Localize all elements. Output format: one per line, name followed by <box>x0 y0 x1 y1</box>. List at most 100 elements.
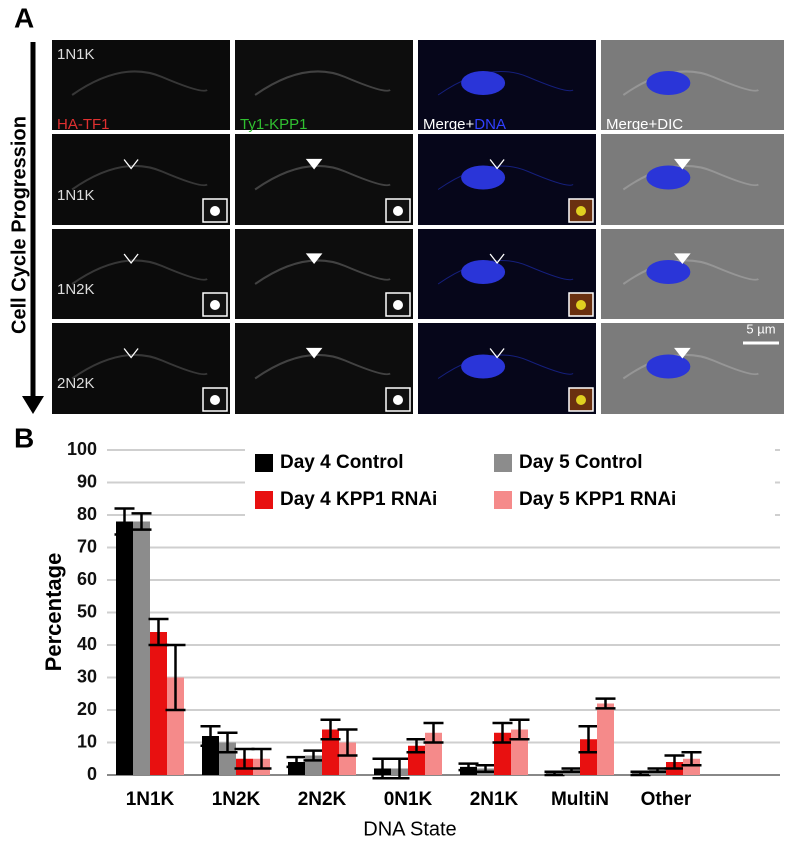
y-tick-label: 60 <box>77 569 97 589</box>
bar <box>116 521 133 775</box>
cell-outline <box>71 259 208 285</box>
nucleus <box>461 260 506 284</box>
arrowhead <box>305 158 323 170</box>
micrograph <box>601 229 784 319</box>
row-label: 1N1K <box>57 187 95 204</box>
x-tick-label: Other <box>641 789 692 810</box>
error-bar <box>647 767 668 773</box>
cell-outline <box>71 354 208 380</box>
inset-spot <box>393 300 403 310</box>
error-bar <box>389 757 410 780</box>
error-bar <box>165 643 186 712</box>
micrograph <box>52 134 230 225</box>
inset-spot <box>210 395 220 405</box>
micrograph <box>235 323 413 414</box>
bar <box>133 521 150 775</box>
column-label: Merge+DIC <box>606 116 683 133</box>
bar <box>167 677 184 775</box>
inset-spot <box>210 206 220 216</box>
legend-swatch <box>255 491 273 509</box>
inset-spot <box>576 206 586 216</box>
inset-spot <box>576 395 586 405</box>
y-axis-title: Percentage <box>41 553 66 672</box>
row-label: 1N2K <box>57 281 95 298</box>
arrowhead <box>305 253 323 265</box>
y-tick-label: 10 <box>77 731 97 751</box>
cell-outline <box>254 354 391 380</box>
x-axis-title: DNA State <box>363 818 456 840</box>
x-tick-label: 0N1K <box>384 789 433 810</box>
micrograph <box>52 323 230 414</box>
micrograph <box>601 40 784 130</box>
column-label: Ty1-KPP1 <box>240 116 308 133</box>
legend-swatch <box>494 454 512 472</box>
arrowhead <box>674 253 691 265</box>
bar <box>511 729 528 775</box>
cell-outline <box>71 70 208 96</box>
error-bar <box>251 747 272 770</box>
micrograph <box>418 40 596 130</box>
y-tick-label: 30 <box>77 666 97 686</box>
y-tick-label: 90 <box>77 471 97 491</box>
error-bar <box>337 728 358 757</box>
scale-bar-label: 5 µm <box>746 321 775 336</box>
legend-label: Day 4 Control <box>280 452 404 473</box>
row-label: 1N1K <box>57 46 95 63</box>
x-tick-label: 1N2K <box>212 789 261 810</box>
legend-swatch <box>494 491 512 509</box>
error-bar <box>200 725 221 747</box>
cell-outline <box>254 165 391 191</box>
column-label: HA-TF1 <box>57 116 110 133</box>
micrograph <box>601 134 784 225</box>
error-bar <box>630 770 651 777</box>
y-tick-label: 50 <box>77 601 97 621</box>
error-bar <box>509 718 530 741</box>
bar <box>339 742 356 775</box>
arrowhead <box>674 347 691 359</box>
x-tick-label: 1N1K <box>126 789 175 810</box>
micrograph <box>235 40 413 130</box>
column-label-part: DNA <box>474 116 506 133</box>
error-bar <box>286 755 307 769</box>
bar <box>219 742 236 775</box>
arrowhead <box>123 348 139 359</box>
error-bar <box>320 718 341 741</box>
error-bar <box>423 721 444 744</box>
error-bar <box>544 770 565 777</box>
nucleus <box>461 354 506 379</box>
error-bar <box>303 749 324 762</box>
arrowhead <box>123 253 139 265</box>
error-bar <box>595 697 616 710</box>
bar <box>597 703 614 775</box>
arrowhead <box>489 348 505 359</box>
nucleus <box>461 71 506 95</box>
error-bar <box>372 757 393 780</box>
micrograph <box>418 229 596 319</box>
panel-label: B <box>14 422 34 453</box>
micrograph <box>52 40 230 130</box>
arrowhead <box>489 253 505 265</box>
image-grid <box>52 40 784 414</box>
error-bar <box>114 507 135 536</box>
cell-outline <box>254 259 391 285</box>
error-bar <box>131 512 152 531</box>
arrow-head <box>22 396 44 414</box>
x-tick-label: 2N2K <box>298 789 347 810</box>
legend-label: Day 4 KPP1 RNAi <box>280 489 437 510</box>
nucleus <box>461 165 506 190</box>
micrograph <box>235 134 413 225</box>
panel-label: A <box>14 2 34 33</box>
inset-spot <box>393 206 403 216</box>
legend-label: Day 5 KPP1 RNAi <box>519 489 676 510</box>
micrograph <box>418 323 596 414</box>
arrowhead <box>305 347 323 359</box>
x-tick-label: MultiN <box>551 789 609 810</box>
error-bar <box>458 762 479 772</box>
cell-outline <box>71 165 208 191</box>
arrowhead <box>123 159 139 170</box>
y-tick-label: 20 <box>77 699 97 719</box>
error-bar <box>492 721 513 744</box>
arrowhead <box>674 158 691 170</box>
error-bar <box>681 751 702 767</box>
inset-spot <box>210 300 220 310</box>
